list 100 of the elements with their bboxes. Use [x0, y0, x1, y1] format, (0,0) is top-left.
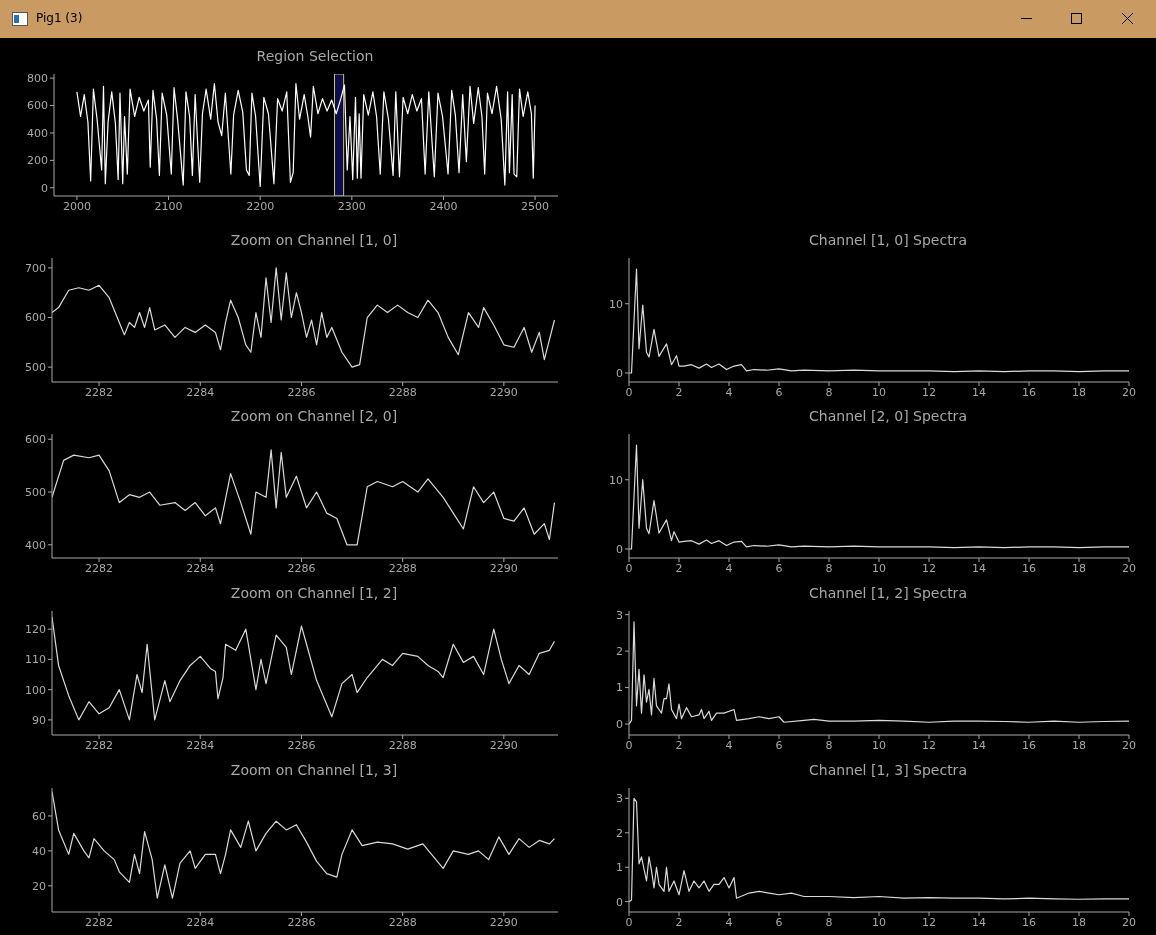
x-tick-label: 4: [725, 738, 733, 752]
x-tick-label: 2286: [287, 738, 316, 752]
chart-title: Region Selection: [255, 48, 375, 66]
y-tick-label: 0: [616, 717, 623, 731]
x-tick-label: 4: [725, 561, 733, 575]
chart-title: Channel [1, 3] Spectra: [808, 762, 968, 780]
line-series: [52, 267, 556, 368]
x-tick-label: 6: [775, 561, 783, 575]
x-tick-label: 12: [922, 915, 936, 929]
line-series: [629, 268, 1129, 374]
x-tick-label: 2286: [287, 561, 316, 575]
x-tick-label: 4: [725, 385, 733, 399]
x-tick-label: 2290: [489, 738, 518, 752]
x-tick-label: 6: [775, 738, 783, 752]
y-tick-label: 40: [32, 844, 46, 858]
x-tick-label: 2284: [186, 915, 215, 929]
x-tick-label: 2284: [186, 738, 215, 752]
y-tick-label: 10: [609, 473, 623, 487]
x-tick-label: 8: [825, 738, 833, 752]
y-tick-label: 200: [27, 154, 48, 168]
x-tick-label: 2282: [85, 385, 114, 399]
chart-title: Zoom on Channel [1, 3]: [229, 762, 399, 780]
line-series: [629, 444, 1129, 550]
y-tick-label: 400: [25, 538, 46, 552]
x-tick-label: 20: [1122, 561, 1136, 575]
y-tick-label: 500: [25, 361, 46, 375]
y-tick-label: 3: [616, 608, 623, 622]
x-tick-label: 10: [872, 561, 886, 575]
x-tick-label: 18: [1072, 561, 1086, 575]
y-tick-label: 90: [32, 713, 46, 727]
x-tick-label: 2284: [186, 561, 215, 575]
x-tick-label: 6: [775, 385, 783, 399]
x-tick-label: 2284: [186, 385, 215, 399]
x-tick-label: 2282: [85, 915, 114, 929]
x-tick-label: 16: [1022, 385, 1036, 399]
x-tick-label: 12: [922, 738, 936, 752]
chart-title: Channel [1, 2] Spectra: [808, 585, 968, 603]
x-tick-label: 2: [675, 385, 683, 399]
x-tick-label: 2: [675, 738, 683, 752]
y-tick-label: 0: [616, 895, 623, 909]
x-tick-label: 20: [1122, 915, 1136, 929]
x-tick-label: 2288: [388, 561, 417, 575]
y-tick-label: 0: [41, 181, 48, 195]
x-tick-label: 6: [775, 915, 783, 929]
chart-title: Zoom on Channel [2, 0]: [229, 408, 399, 426]
y-tick-label: 1: [616, 681, 623, 695]
x-tick-label: 18: [1072, 738, 1086, 752]
x-tick-label: 18: [1072, 915, 1086, 929]
x-tick-label: 4: [725, 915, 733, 929]
y-tick-label: 600: [25, 433, 46, 447]
y-tick-label: 3: [616, 792, 623, 806]
x-tick-label: 2400: [429, 199, 458, 213]
y-tick-label: 2: [616, 645, 623, 659]
x-tick-label: 2: [675, 561, 683, 575]
x-tick-label: 14: [972, 915, 986, 929]
x-tick-label: 2290: [489, 385, 518, 399]
x-tick-label: 16: [1022, 561, 1036, 575]
y-tick-label: 2: [616, 826, 623, 840]
y-tick-label: 1: [616, 861, 623, 875]
chart-title: Channel [2, 0] Spectra: [808, 408, 968, 426]
x-tick-label: 0: [625, 738, 633, 752]
x-tick-label: 2: [675, 915, 683, 929]
x-tick-label: 2500: [521, 199, 550, 213]
y-tick-label: 100: [25, 683, 46, 697]
x-tick-label: 20: [1122, 738, 1136, 752]
chart-title: Channel [1, 0] Spectra: [808, 232, 968, 250]
x-tick-label: 2282: [85, 738, 114, 752]
y-tick-label: 60: [32, 809, 46, 823]
y-tick-label: 120: [25, 623, 46, 637]
y-tick-label: 400: [27, 126, 48, 140]
line-series: [629, 797, 1129, 903]
line-series: [76, 83, 536, 187]
y-tick-label: 10: [609, 297, 623, 311]
x-tick-label: 2282: [85, 561, 114, 575]
line-series: [629, 621, 1129, 725]
y-tick-label: 600: [25, 311, 46, 325]
x-tick-label: 2288: [388, 738, 417, 752]
y-tick-label: 500: [25, 485, 46, 499]
line-series: [52, 449, 556, 546]
x-tick-label: 2290: [489, 915, 518, 929]
x-tick-label: 0: [625, 385, 633, 399]
x-tick-label: 2286: [287, 915, 316, 929]
x-tick-label: 2286: [287, 385, 316, 399]
y-tick-label: 20: [32, 879, 46, 893]
x-tick-label: 2288: [388, 385, 417, 399]
y-tick-label: 700: [25, 261, 46, 275]
x-tick-label: 8: [825, 915, 833, 929]
x-tick-label: 14: [972, 561, 986, 575]
y-tick-label: 0: [616, 366, 623, 380]
x-tick-label: 2300: [337, 199, 366, 213]
x-tick-label: 10: [872, 738, 886, 752]
x-tick-label: 2200: [246, 199, 275, 213]
y-tick-label: 800: [27, 72, 48, 86]
x-tick-label: 2290: [489, 561, 518, 575]
x-tick-label: 12: [922, 385, 936, 399]
x-tick-label: 10: [872, 385, 886, 399]
y-tick-label: 600: [27, 99, 48, 113]
x-tick-label: 16: [1022, 738, 1036, 752]
x-tick-label: 20: [1122, 385, 1136, 399]
y-tick-label: 0: [616, 542, 623, 556]
